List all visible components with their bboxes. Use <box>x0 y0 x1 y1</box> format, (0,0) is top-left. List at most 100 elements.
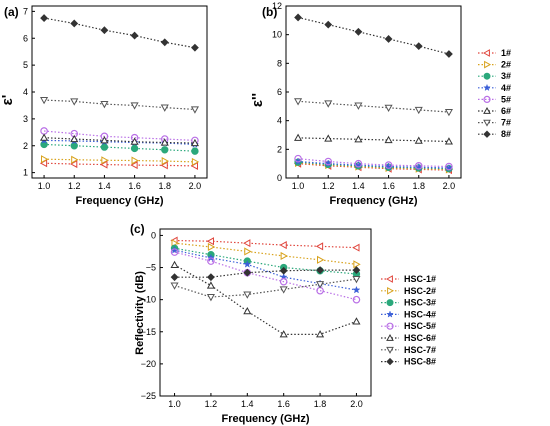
x-tick-label: 1.8 <box>159 181 172 191</box>
data-point <box>352 285 361 294</box>
data-point <box>71 155 79 164</box>
data-point <box>206 237 214 246</box>
series-3 <box>40 140 199 155</box>
legend-label: HSC-3# <box>404 298 436 308</box>
legend-label: 1# <box>501 48 511 58</box>
data-point <box>353 260 361 269</box>
y-tick-label: 12 <box>272 1 282 11</box>
x-tick-label: 1.4 <box>241 399 254 409</box>
y-tick-label: 4 <box>23 87 28 97</box>
panel-b: 1.0 1.2 1.4 1.6 1.8 2.0 0 2 4 6 8 10 12 Frequency (GH… <box>249 1 511 207</box>
legend-label: HSC-1# <box>404 274 436 284</box>
data-point <box>324 100 333 108</box>
data-point <box>384 161 393 169</box>
y-tick-label: 0 <box>277 173 282 183</box>
legend-marker <box>483 119 491 127</box>
legend-item: HSC-7# <box>381 345 436 355</box>
data-point <box>384 35 393 43</box>
series-line <box>298 137 449 143</box>
data-point <box>280 251 288 261</box>
legend-label: 4# <box>501 83 511 93</box>
series-line <box>298 162 449 170</box>
legend-label: HSC-8# <box>404 357 436 367</box>
data-point <box>294 98 303 106</box>
series-line <box>174 269 357 278</box>
data-point <box>352 317 361 325</box>
data-point <box>170 282 179 290</box>
data-point <box>279 330 288 338</box>
data-point <box>324 134 333 142</box>
legend-item: 7# <box>478 118 511 128</box>
data-point <box>445 162 453 171</box>
data-point <box>354 27 363 36</box>
x-tick-label: 1.4 <box>98 181 111 191</box>
series-line <box>298 163 449 171</box>
y-tick-label: 5 <box>23 60 28 70</box>
x-tick-label: 2.0 <box>350 399 363 409</box>
data-point <box>70 159 78 169</box>
series-line <box>43 17 196 49</box>
data-point <box>100 101 109 109</box>
legend-label: 6# <box>501 106 511 116</box>
series-line <box>44 158 195 163</box>
x-tick-label: 1.8 <box>413 181 426 191</box>
x-tick-label: 1.6 <box>382 181 395 191</box>
y-tick-label: 1 <box>23 168 28 178</box>
y-tick-label: 8 <box>277 58 282 68</box>
series-line <box>44 139 195 146</box>
series-7 <box>40 97 199 114</box>
data-point <box>40 133 49 141</box>
data-point <box>130 144 139 153</box>
data-point <box>40 97 49 105</box>
legend-item: 4# <box>478 83 511 93</box>
legend-item: HSC-1# <box>381 274 436 284</box>
series-hsc-8 <box>170 266 361 282</box>
data-point <box>130 31 139 40</box>
data-point <box>414 136 423 144</box>
y-tick-label: −25 <box>141 391 156 401</box>
data-point <box>206 281 215 289</box>
data-point <box>352 266 361 275</box>
data-point <box>354 102 363 110</box>
x-tick-label: 1.0 <box>292 181 305 191</box>
panel-label: (c) <box>130 222 145 236</box>
x-axis-label: Frequency (GHz) <box>221 413 309 425</box>
data-point <box>444 137 453 145</box>
legend-item: HSC-2# <box>381 286 436 296</box>
legend-marker <box>482 49 490 57</box>
data-point <box>384 104 393 112</box>
data-point <box>206 294 215 302</box>
legend-item: HSC-4# <box>381 309 436 319</box>
data-point <box>101 156 109 165</box>
data-point <box>170 260 179 269</box>
data-point <box>445 50 453 58</box>
series-hsc-2 <box>171 239 361 269</box>
y-tick-label: −15 <box>141 327 156 337</box>
series-hsc-5 <box>170 248 361 304</box>
data-point <box>170 248 179 256</box>
panel-a: 1.0 1.2 1.4 1.6 1.8 2.0 1 2 3 4 5 6 7 Frequency (GHz)… <box>0 5 208 207</box>
series-line <box>44 130 195 141</box>
data-point <box>243 239 251 248</box>
x-tick-label: 2.0 <box>189 181 202 191</box>
data-point <box>354 159 363 168</box>
plot-frame <box>159 228 372 397</box>
y-tick-label: −20 <box>141 359 156 369</box>
legend-item: 6# <box>478 106 511 116</box>
legend-label: 5# <box>501 94 511 104</box>
x-tick-label: 2.0 <box>443 181 456 191</box>
data-point <box>243 291 252 299</box>
legend-item: 3# <box>478 71 511 81</box>
data-point <box>191 157 200 166</box>
data-point <box>190 138 199 147</box>
data-point <box>324 20 333 29</box>
series-line <box>174 242 357 265</box>
data-point <box>324 157 333 166</box>
data-point <box>317 255 325 264</box>
legend-marker <box>386 357 394 366</box>
data-point <box>316 266 324 275</box>
data-point <box>130 161 138 170</box>
series-line <box>298 158 449 168</box>
data-point <box>294 13 302 22</box>
legend-item: HSC-8# <box>381 357 436 367</box>
